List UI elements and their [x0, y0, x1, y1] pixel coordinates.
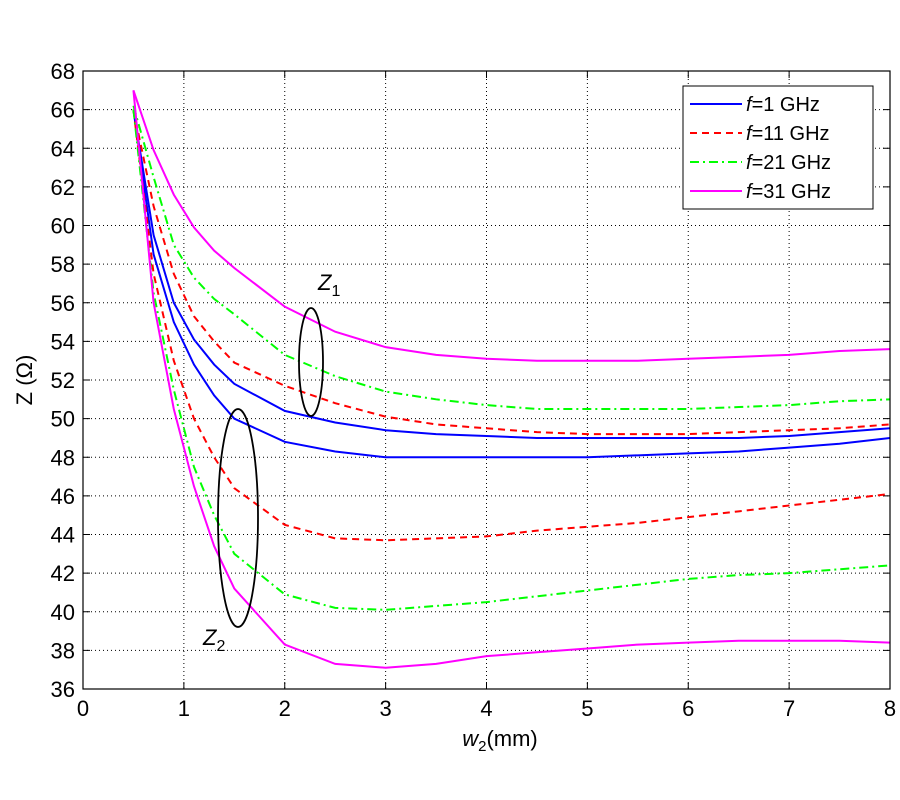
x-axis-label: w2(mm) [462, 726, 538, 755]
legend-label: f=21 GHz [746, 152, 831, 174]
series-line-z2-f-1-ghz [132, 109, 891, 459]
y-tick-label: 58 [51, 252, 75, 277]
y-axis-label: Z (Ω) [12, 355, 37, 406]
annotations: Z1 Z2 [202, 270, 340, 655]
series-line-z1-f-21-ghz [132, 105, 891, 410]
series-line-z2-f-31-ghz [132, 90, 891, 669]
x-tick-label: 7 [783, 696, 795, 721]
y-tick-label: 62 [51, 175, 75, 200]
series-line-z2-f-11-ghz [132, 109, 891, 542]
x-tick-label: 6 [682, 696, 694, 721]
x-tick-label: 3 [380, 696, 392, 721]
z2-label: Z2 [202, 625, 225, 655]
y-tick-label: 46 [51, 484, 75, 509]
series-line-z1-f-31-ghz [132, 89, 891, 362]
y-tick-label: 38 [51, 638, 75, 663]
legend-box [682, 85, 874, 210]
x-tick-label: 5 [581, 696, 593, 721]
y-tick-label: 54 [51, 329, 75, 354]
y-tick-label: 68 [51, 59, 75, 84]
y-tick-label: 48 [51, 445, 75, 470]
series-lines [132, 89, 891, 669]
x-tick-label: 0 [77, 696, 89, 721]
x-tick-label: 2 [279, 696, 291, 721]
legend-label: f=11 GHz [746, 123, 830, 145]
legend-label: f=31 GHz [746, 181, 831, 203]
legend: f=1 GHz f=11 GHz f=21 GHz f=31 GHz [682, 85, 874, 210]
plot-frame [82, 70, 891, 690]
legend-label: f=1 GHz [746, 94, 820, 116]
y-tick-label: 60 [51, 214, 75, 239]
series-line-z1-f-1-ghz [132, 109, 891, 439]
tick-labels: 0 1 2 3 4 5 6 7 83638404244464850525456586062646… [51, 59, 897, 721]
z1-ellipse [298, 307, 324, 417]
y-tick-label: 36 [51, 677, 75, 702]
series-line-z1-f-11-ghz [132, 109, 891, 436]
series-line-z2-f-21-ghz [132, 109, 891, 611]
z2-ellipse [217, 408, 259, 628]
y-tick-label: 56 [51, 291, 75, 316]
y-tick-label: 42 [51, 561, 75, 586]
y-tick-label: 66 [51, 98, 75, 123]
x-tick-label: 8 [884, 696, 896, 721]
x-tick-label: 1 [178, 696, 190, 721]
y-tick-label: 52 [51, 368, 75, 393]
y-tick-label: 44 [51, 523, 75, 548]
y-tick-label: 50 [51, 407, 75, 432]
y-tick-label: 64 [51, 136, 75, 161]
y-tick-label: 40 [51, 600, 75, 625]
x-tick-label: 4 [480, 696, 492, 721]
z1-label: Z1 [317, 270, 340, 300]
